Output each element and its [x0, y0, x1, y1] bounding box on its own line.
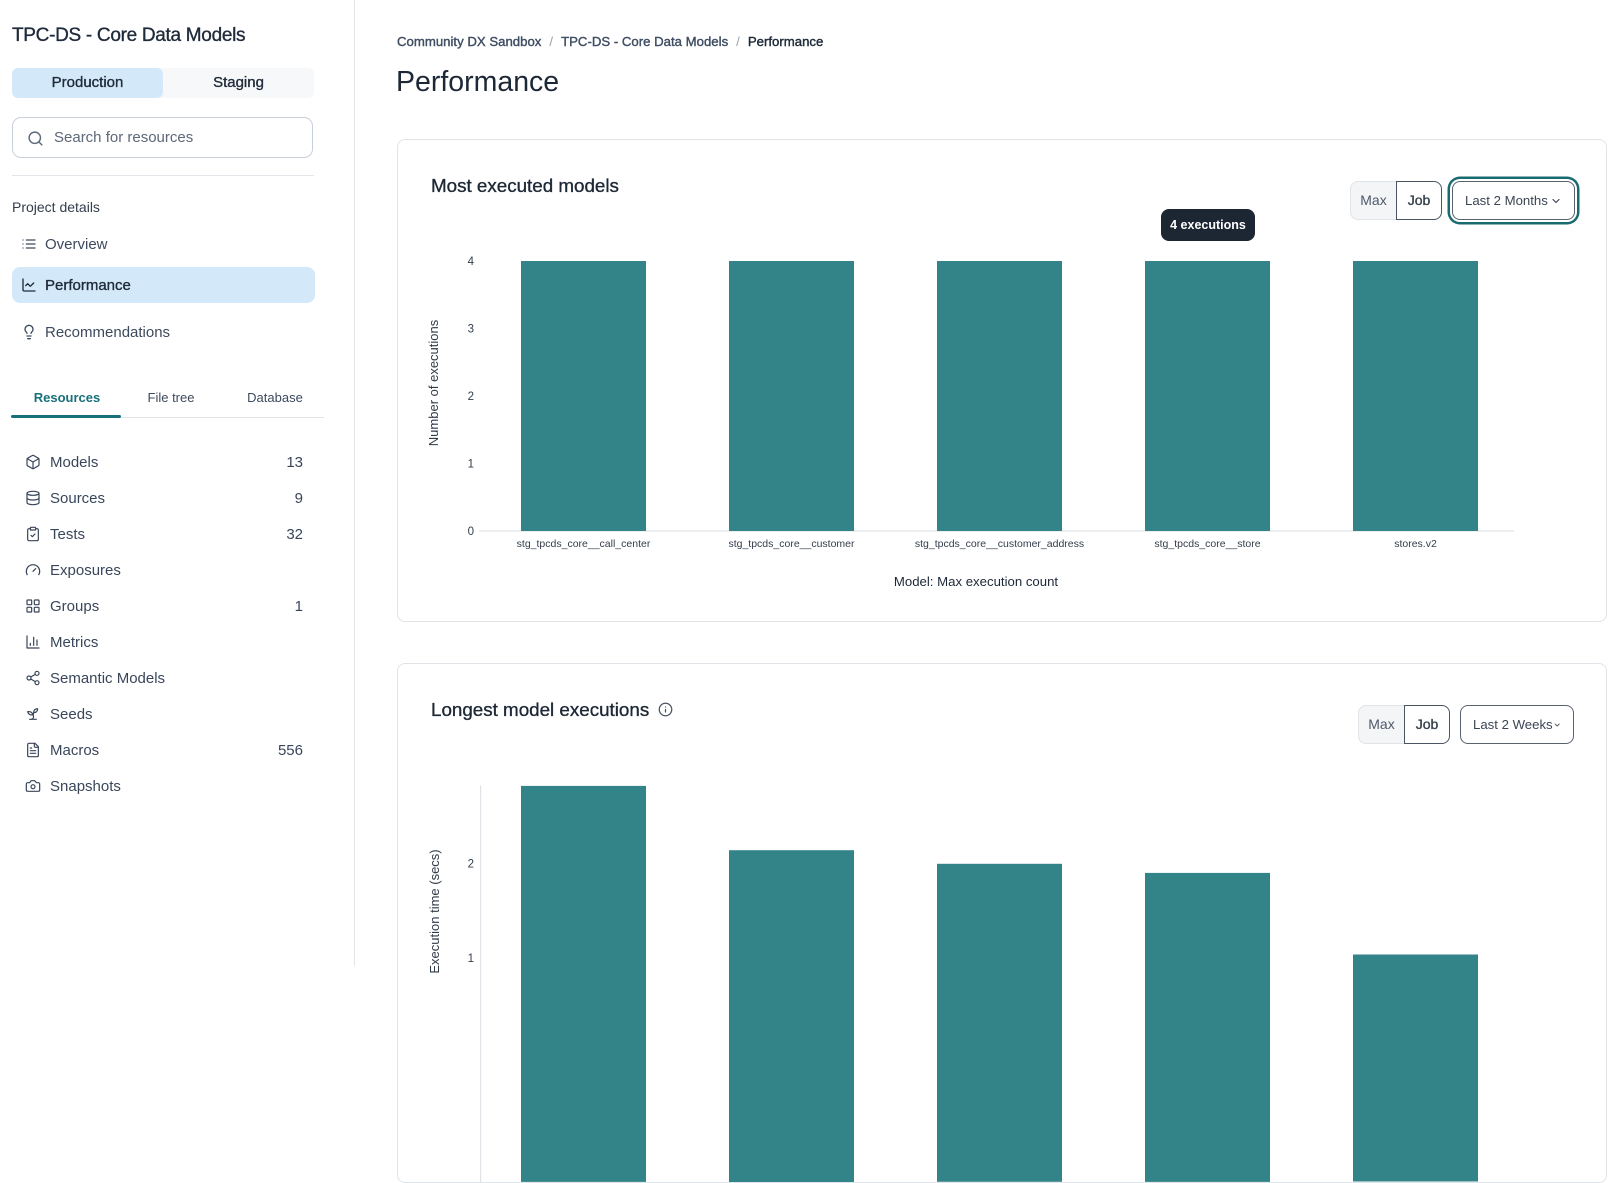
- svg-text:1: 1: [468, 953, 474, 965]
- svg-text:Execution time (secs): Execution time (secs): [427, 849, 442, 973]
- svg-text:Number of executions: Number of executions: [426, 319, 441, 446]
- svg-text:stg_tpcds_core__store: stg_tpcds_core__store: [1154, 538, 1260, 550]
- svg-text:2: 2: [468, 858, 474, 870]
- svg-text:3: 3: [468, 323, 474, 335]
- svg-text:4: 4: [468, 256, 475, 268]
- svg-text:stg_tpcds_core__customer: stg_tpcds_core__customer: [728, 538, 855, 550]
- svg-text:stg_tpcds_core__call_center: stg_tpcds_core__call_center: [517, 538, 651, 550]
- svg-text:stores.v2: stores.v2: [1394, 538, 1437, 550]
- svg-text:1: 1: [468, 458, 474, 470]
- svg-text:2: 2: [468, 391, 474, 403]
- svg-text:0: 0: [468, 526, 474, 538]
- svg-text:stg_tpcds_core__customer_addre: stg_tpcds_core__customer_address: [915, 538, 1084, 550]
- svg-text:Model: Max execution count: Model: Max execution count: [894, 574, 1059, 589]
